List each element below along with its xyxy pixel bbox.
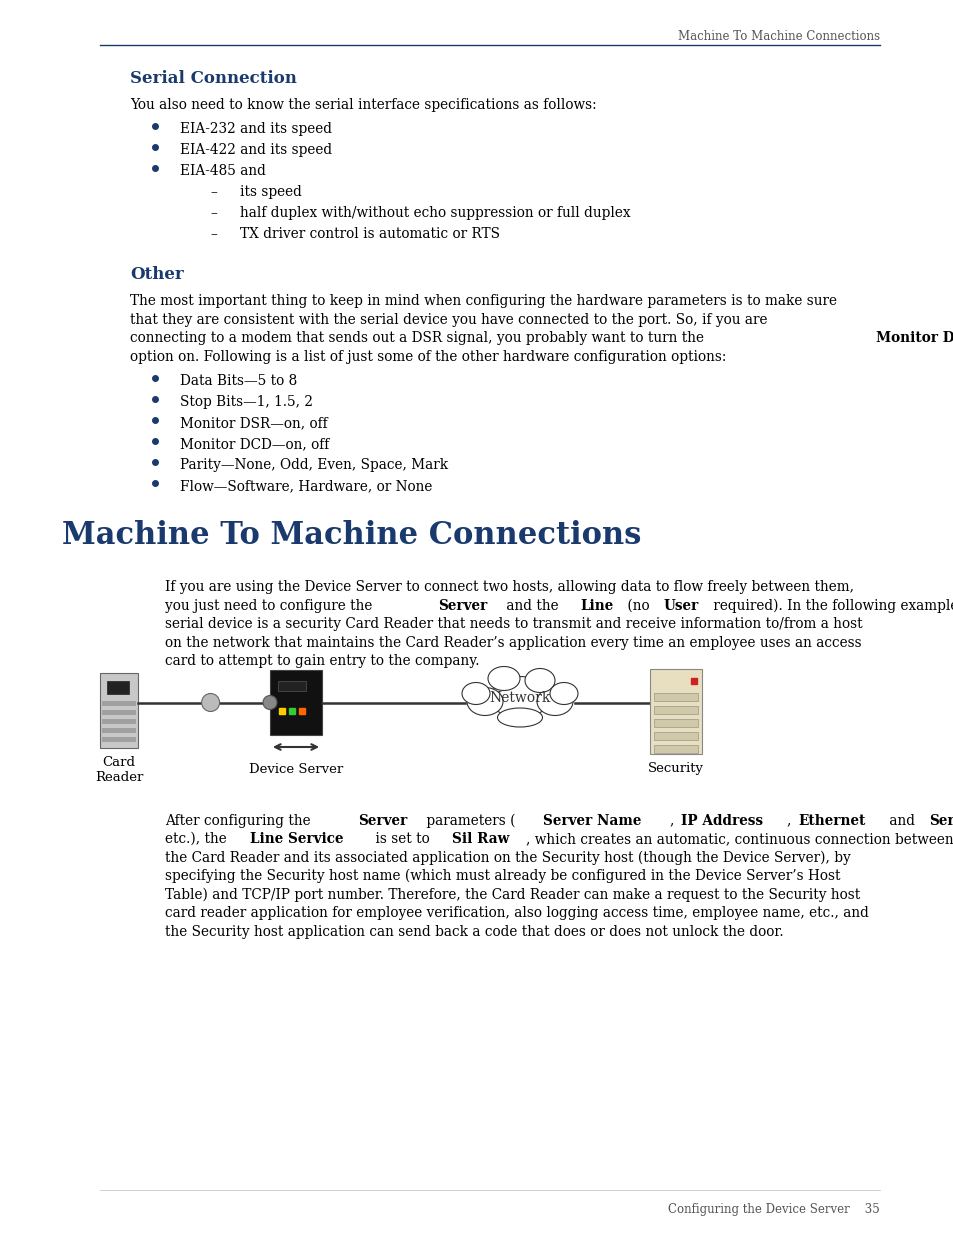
- Text: TX driver control is automatic or RTS: TX driver control is automatic or RTS: [240, 227, 499, 241]
- FancyBboxPatch shape: [654, 705, 698, 714]
- Circle shape: [263, 695, 276, 709]
- Text: , which creates an automatic, continuous connection between: , which creates an automatic, continuous…: [526, 832, 953, 846]
- Text: EIA-422 and its speed: EIA-422 and its speed: [180, 143, 332, 157]
- Ellipse shape: [488, 667, 519, 690]
- FancyBboxPatch shape: [102, 700, 136, 705]
- Ellipse shape: [461, 683, 490, 704]
- Text: Server: Server: [437, 599, 487, 613]
- FancyBboxPatch shape: [107, 680, 129, 694]
- Text: its speed: its speed: [240, 185, 301, 199]
- Text: Sil Raw: Sil Raw: [452, 832, 509, 846]
- Text: Card
Reader: Card Reader: [94, 756, 143, 783]
- Text: IP Address: IP Address: [680, 814, 762, 827]
- Text: ,: ,: [786, 814, 795, 827]
- Text: Monitor DCD—on, off: Monitor DCD—on, off: [180, 437, 329, 451]
- Text: parameters (: parameters (: [421, 814, 515, 827]
- Text: Device Server: Device Server: [249, 763, 343, 776]
- Text: Monitor DSR: Monitor DSR: [876, 331, 953, 345]
- Text: Security: Security: [647, 762, 703, 774]
- FancyBboxPatch shape: [654, 719, 698, 727]
- Text: Stop Bits—1, 1.5, 2: Stop Bits—1, 1.5, 2: [180, 395, 313, 409]
- Text: serial device is a security Card Reader that needs to transmit and receive infor: serial device is a security Card Reader …: [165, 618, 862, 631]
- Circle shape: [201, 694, 219, 711]
- Text: half duplex with/without echo suppression or full duplex: half duplex with/without echo suppressio…: [240, 206, 630, 220]
- Text: the Security host application can send back a code that does or does not unlock : the Security host application can send b…: [165, 925, 782, 939]
- Text: Other: Other: [130, 266, 184, 283]
- Text: Machine To Machine Connections: Machine To Machine Connections: [678, 30, 879, 43]
- Text: the Card Reader and its associated application on the Security host (though the : the Card Reader and its associated appli…: [165, 851, 850, 864]
- FancyBboxPatch shape: [102, 727, 136, 732]
- Text: Configuring the Device Server    35: Configuring the Device Server 35: [667, 1203, 879, 1216]
- Text: option on. Following is a list of just some of the other hardware configuration : option on. Following is a list of just s…: [130, 350, 725, 363]
- Text: –: –: [210, 227, 216, 241]
- Text: Machine To Machine Connections: Machine To Machine Connections: [62, 520, 640, 551]
- Text: and: and: [884, 814, 919, 827]
- Text: Serial Connection: Serial Connection: [130, 70, 296, 86]
- Ellipse shape: [497, 708, 542, 727]
- Text: card to attempt to gain entry to the company.: card to attempt to gain entry to the com…: [165, 655, 479, 668]
- Text: Network: Network: [489, 690, 550, 704]
- Text: EIA-485 and: EIA-485 and: [180, 164, 266, 178]
- Text: ,: ,: [669, 814, 678, 827]
- Text: Line Service: Line Service: [250, 832, 343, 846]
- Text: required). In the following example, the: required). In the following example, the: [708, 599, 953, 613]
- Ellipse shape: [550, 683, 578, 704]
- Ellipse shape: [467, 688, 502, 715]
- FancyBboxPatch shape: [277, 680, 306, 690]
- Text: Flow—Software, Hardware, or None: Flow—Software, Hardware, or None: [180, 479, 432, 493]
- Text: EIA-232 and its speed: EIA-232 and its speed: [180, 122, 332, 136]
- Text: connecting to a modem that sends out a DSR signal, you probably want to turn the: connecting to a modem that sends out a D…: [130, 331, 708, 345]
- Text: Server: Server: [358, 814, 407, 827]
- FancyBboxPatch shape: [102, 709, 136, 715]
- Text: Serial: Serial: [928, 814, 953, 827]
- FancyBboxPatch shape: [654, 745, 698, 753]
- Text: –: –: [210, 206, 216, 220]
- Text: card reader application for employee verification, also logging access time, emp: card reader application for employee ver…: [165, 906, 868, 920]
- Text: Data Bits—5 to 8: Data Bits—5 to 8: [180, 374, 297, 388]
- Text: The most important thing to keep in mind when configuring the hardware parameter: The most important thing to keep in mind…: [130, 294, 836, 308]
- Ellipse shape: [537, 688, 573, 715]
- Text: You also need to know the serial interface specifications as follows:: You also need to know the serial interfa…: [130, 98, 596, 112]
- Text: If you are using the Device Server to connect two hosts, allowing data to flow f: If you are using the Device Server to co…: [165, 580, 853, 594]
- Text: specifying the Security host name (which must already be configured in the Devic: specifying the Security host name (which…: [165, 869, 840, 883]
- Ellipse shape: [524, 668, 555, 693]
- Text: is set to: is set to: [371, 832, 434, 846]
- Text: Server Name: Server Name: [542, 814, 640, 827]
- FancyBboxPatch shape: [649, 668, 701, 753]
- Text: Parity—None, Odd, Even, Space, Mark: Parity—None, Odd, Even, Space, Mark: [180, 458, 448, 472]
- Ellipse shape: [491, 677, 548, 719]
- Text: that they are consistent with the serial device you have connected to the port. : that they are consistent with the serial…: [130, 312, 767, 326]
- Text: Table) and TCP/IP port number. Therefore, the Card Reader can make a request to : Table) and TCP/IP port number. Therefore…: [165, 888, 860, 902]
- Text: and the: and the: [501, 599, 562, 613]
- Text: on the network that maintains the Card Reader’s application every time an employ: on the network that maintains the Card R…: [165, 636, 861, 650]
- FancyBboxPatch shape: [102, 719, 136, 724]
- Text: After configuring the: After configuring the: [165, 814, 314, 827]
- Text: etc.), the: etc.), the: [165, 832, 231, 846]
- FancyBboxPatch shape: [102, 736, 136, 741]
- Text: –: –: [210, 185, 216, 199]
- Text: User: User: [662, 599, 698, 613]
- Text: Ethernet: Ethernet: [798, 814, 864, 827]
- Text: you just need to configure the: you just need to configure the: [165, 599, 376, 613]
- Text: Monitor DSR—on, off: Monitor DSR—on, off: [180, 416, 327, 430]
- FancyBboxPatch shape: [654, 732, 698, 740]
- Text: (no: (no: [622, 599, 654, 613]
- Text: Line: Line: [579, 599, 613, 613]
- FancyBboxPatch shape: [654, 693, 698, 700]
- FancyBboxPatch shape: [100, 673, 138, 747]
- FancyBboxPatch shape: [270, 671, 322, 735]
